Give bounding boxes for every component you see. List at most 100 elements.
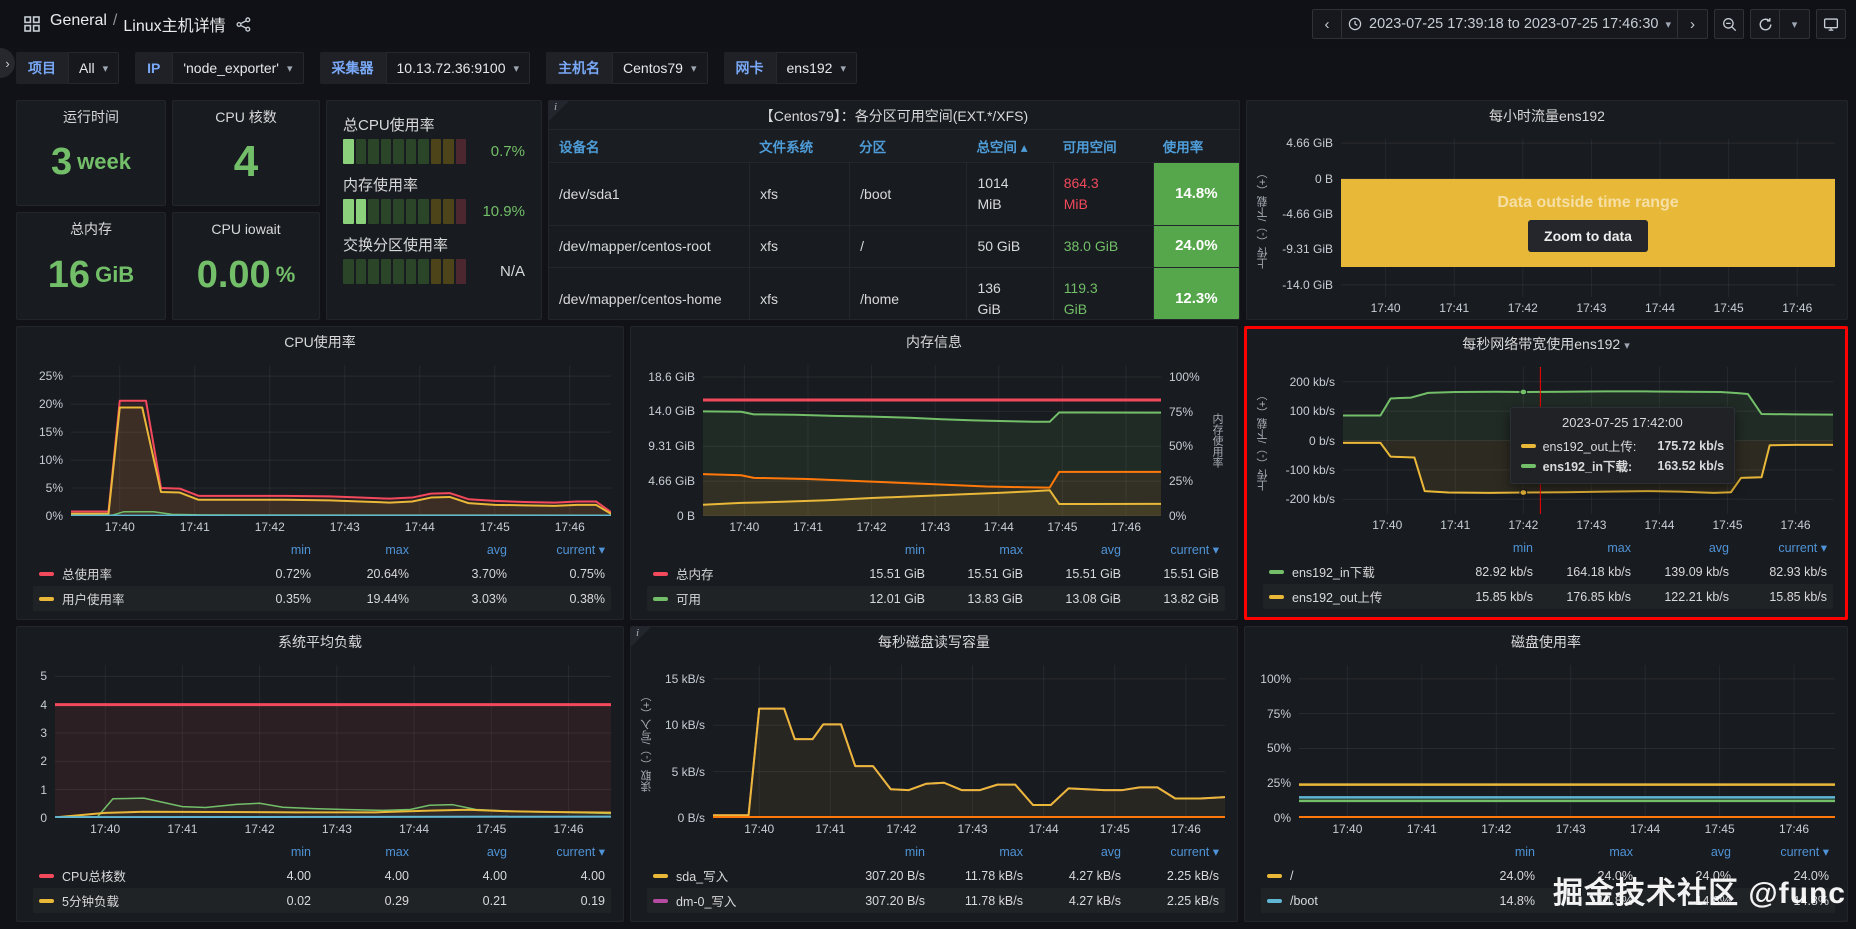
panel-title[interactable]: 每小时流量ens192 [1489,108,1605,124]
legend-column-min[interactable]: min [290,542,311,557]
zoom-out-button[interactable] [1714,9,1744,39]
legend-row[interactable]: 可用 12.01 GiB 13.83 GiB 13.08 GiB 13.82 GiB [647,586,1225,611]
legend-row[interactable]: ens192_in下载 82.92 kb/s 164.18 kb/s 139.09 k… [1263,559,1833,584]
panel-title[interactable]: CPU 核数 [215,109,277,125]
share-icon[interactable] [236,16,251,32]
refresh-button[interactable] [1750,9,1780,39]
legend-column-current[interactable]: current ▾ [1780,845,1829,859]
legend-row[interactable]: 5分钟负载 0.02 0.29 0.21 0.19 [33,888,611,913]
breadcrumb-dashboard[interactable]: Linux主机详情 [123,18,226,35]
time-back-button[interactable]: ‹ [1312,9,1343,39]
panel-title[interactable]: 系统平均负载 [278,634,362,650]
table-row[interactable]: /dev/mapper/centos-home xfs/home 136 GiB 11… [549,267,1239,319]
legend-column-avg[interactable]: avg [1100,844,1121,859]
breadcrumb-folder[interactable]: General [50,12,107,29]
variable-value-dropdown[interactable]: 10.13.72.36:9100 ▾ [385,52,531,84]
panel-title[interactable]: 总内存 [70,221,112,237]
legend-column-max[interactable]: max [385,542,409,557]
legend-row[interactable]: / 24.0% 24.0% 24.0% 24.0% [1261,863,1835,888]
legend-row[interactable]: 用户使用率 0.35% 19.44% 3.03% 0.38% [33,586,611,611]
chevron-down-icon[interactable]: ▾ [1624,340,1630,352]
zoom-to-data-button[interactable]: Zoom to data [1528,219,1648,252]
column-header[interactable]: 文件系统 [759,140,814,155]
legend-row[interactable]: /boot 14.8% 14.8% 14.8% 14.8% [1261,888,1835,913]
legend-column-avg[interactable]: avg [486,844,507,859]
legend-column-current[interactable]: current ▾ [556,845,605,859]
panel-title[interactable]: 每秒网络带宽使用ens192 ▾ [1462,336,1630,352]
tooltip-series-name: ens192_in下载: [1542,460,1633,475]
template-variable[interactable]: 采集器 10.13.72.36:9100 ▾ [319,52,531,84]
gauge-value: 0.7% [490,143,525,160]
panel-title[interactable]: 磁盘使用率 [1511,634,1581,650]
column-header[interactable]: 设备名 [559,140,600,155]
table-cell: 38.0 GiB [1052,226,1153,267]
legend-column-max[interactable]: max [385,844,409,859]
legend-column-avg[interactable]: avg [1710,844,1731,859]
legend-column-max[interactable]: max [999,542,1023,557]
panel-title[interactable]: 【Centos79】：各分区可用空间(EXT.*/XFS) [759,108,1029,124]
dashboards-grid-icon[interactable] [24,16,40,32]
template-variable[interactable]: 项目 All ▾ [16,52,120,84]
template-variable[interactable]: 网卡 ens192 ▾ [723,52,857,84]
legend-row[interactable]: dm-0_写入 307.20 B/s 11.78 kB/s 4.27 kB/s 2.25… [647,888,1225,913]
legend-column-avg[interactable]: avg [1708,540,1729,555]
time-range-picker[interactable]: 2023-07-25 17:39:18 to 2023-07-25 17:46:… [1342,9,1678,39]
sidebar-expand-chevron[interactable]: › [0,48,15,78]
chart-plot[interactable]: 17:40 17:41 17:42 17:43 17:44 17:45 17:46 [703,365,1161,534]
legend-row[interactable]: ens192_out上传 15.85 kb/s 176.85 kb/s 122.21 … [1263,584,1833,609]
column-header[interactable]: 分区 [859,140,887,155]
legend-row[interactable]: 总内存 15.51 GiB 15.51 GiB 15.51 GiB 15.51 GiB [647,561,1225,586]
legend-value: 15.85 kb/s [1475,589,1533,604]
info-icon[interactable]: i [554,101,558,113]
kiosk-mode-button[interactable] [1816,9,1846,39]
legend-column-current[interactable]: current ▾ [1170,543,1219,557]
panel-title[interactable]: 每秒磁盘读写容量 [878,634,990,650]
table-row[interactable]: /dev/mapper/centos-root xfs/50 GiB 38.0 Gi… [549,225,1239,267]
template-variable[interactable]: 主机名 Centos79 ▾ [546,52,708,84]
legend-column-min[interactable]: min [904,844,925,859]
chart-plot[interactable]: 17:40 17:41 17:42 17:43 17:44 17:45 17:46 [55,665,611,836]
panel-title[interactable]: 内存信息 [906,334,962,350]
gauge-segment [355,259,366,284]
variable-value-dropdown[interactable]: 'node_exporter' ▾ [172,52,304,84]
legend-column-max[interactable]: max [999,844,1023,859]
chart-plot[interactable]: 17:40 17:41 17:42 17:43 17:44 17:45 17:46 [1299,665,1835,836]
legend-row[interactable]: CPU总核数 4.00 4.00 4.00 4.00 [33,863,611,888]
x-tick-label: 17:46 [553,822,584,836]
legend-column-avg[interactable]: avg [1100,542,1121,557]
legend-row[interactable]: sda_写入 307.20 B/s 11.78 kB/s 4.27 kB/s 2.25 … [647,863,1225,888]
column-header[interactable]: 总空间 ▴ [976,140,1028,155]
panel-title[interactable]: CPU使用率 [284,334,356,350]
legend-column-min[interactable]: min [904,542,925,557]
legend-value: 4.00 [580,868,605,883]
legend-column-current[interactable]: current ▾ [1778,541,1827,555]
gauge-segment [430,199,441,224]
chart-plot[interactable]: 17:40 17:41 17:42 17:43 17:44 17:45 17:46 2023… [1343,367,1833,532]
panel-title[interactable]: 运行时间 [63,109,119,125]
panel-title[interactable]: CPU iowait [211,221,281,237]
variable-value-dropdown[interactable]: ens192 ▾ [775,52,857,84]
legend-column-min[interactable]: min [290,844,311,859]
legend-column-current[interactable]: current ▾ [1170,845,1219,859]
chart-plot[interactable]: 17:40 17:41 17:42 17:43 17:44 17:45 17:46 [713,665,1225,836]
y-tick-label: -100 kb/s [1285,462,1335,477]
column-header[interactable]: 可用空间 [1062,140,1117,155]
time-forward-button[interactable]: › [1678,9,1708,39]
chart-plot[interactable]: 17:40 17:41 17:42 17:43 17:44 17:45 17:46 [71,365,611,534]
series-color-swatch [39,898,54,903]
variable-value-dropdown[interactable]: Centos79 ▾ [612,52,708,84]
legend-column-current[interactable]: current ▾ [556,543,605,557]
legend-column-avg[interactable]: avg [486,542,507,557]
chart-plot[interactable]: 17:40 17:41 17:42 17:43 17:44 17:45 17:46 Data… [1341,139,1835,315]
legend-column-min[interactable]: min [1512,540,1533,555]
template-variable[interactable]: IP 'node_exporter' ▾ [135,52,304,84]
legend-column-max[interactable]: max [1609,844,1633,859]
column-header[interactable]: 使用率 [1162,140,1204,155]
variable-value-dropdown[interactable]: All ▾ [68,52,120,84]
legend-column-min[interactable]: min [1514,844,1535,859]
refresh-interval-dropdown[interactable]: ▾ [1780,9,1810,39]
table-row[interactable]: /dev/sda1 xfs/boot 1014 MiB 864.3 MiB 14.8% [549,162,1239,225]
legend-row[interactable]: 总使用率 0.72% 20.64% 3.70% 0.75% [33,561,611,586]
info-icon[interactable]: i [636,627,640,639]
legend-column-max[interactable]: max [1607,540,1631,555]
